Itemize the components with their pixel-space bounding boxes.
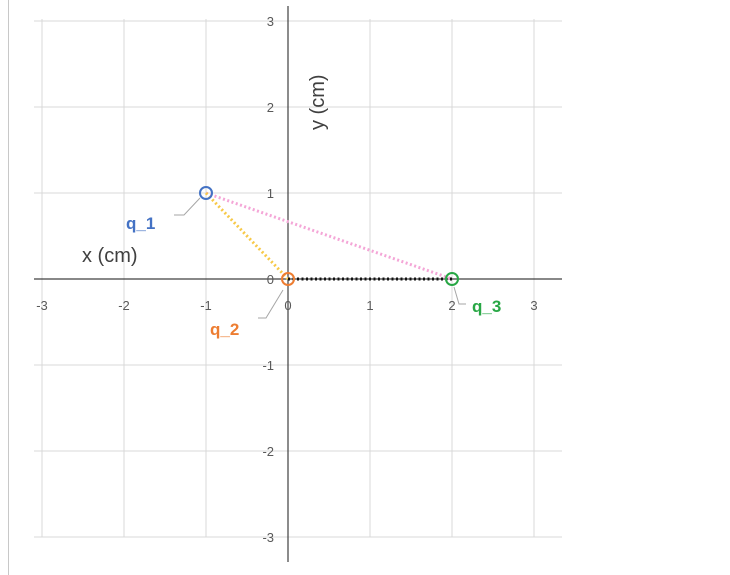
x-tick-label: 1 xyxy=(366,298,373,313)
x-tick-label: 0 xyxy=(284,298,291,313)
x-tick-label: -1 xyxy=(200,298,212,313)
label-q_2: q_2 xyxy=(210,320,239,339)
segment-q_1-q_2 xyxy=(204,191,290,281)
point-q_1 xyxy=(199,186,213,200)
point-q_3 xyxy=(445,272,459,286)
y-tick-label: -2 xyxy=(262,444,274,459)
data-points xyxy=(199,186,459,286)
axes xyxy=(34,6,562,562)
gridlines xyxy=(34,19,562,538)
y-tick-label: -3 xyxy=(262,530,274,545)
y-tick-label: 0 xyxy=(267,272,274,287)
leader-q_1 xyxy=(174,197,201,216)
left-border xyxy=(8,0,9,575)
x-tick-label: 2 xyxy=(448,298,455,313)
leader-q_3 xyxy=(453,286,466,305)
x-tick-label: -3 xyxy=(36,298,48,313)
label-leaders xyxy=(174,197,466,319)
y-axis-title: y (cm) xyxy=(307,74,329,130)
label-q_3: q_3 xyxy=(472,297,501,316)
point-labels: q_1 q_2 q_3 xyxy=(126,214,501,339)
segment-q_1-q_3 xyxy=(205,191,453,281)
connection-segments xyxy=(204,191,453,281)
label-q_1: q_1 xyxy=(126,214,155,233)
x-tick-label: 3 xyxy=(530,298,537,313)
point-q_2 xyxy=(281,272,295,286)
y-tick-label: 1 xyxy=(267,186,274,201)
tick-labels: -3 -2 -1 0 1 2 3 3 2 1 0 -1 -2 -3 xyxy=(36,14,537,545)
leader-q_2 xyxy=(258,289,284,319)
y-tick-label: -1 xyxy=(262,358,274,373)
y-tick-label: 3 xyxy=(267,14,274,29)
y-tick-label: 2 xyxy=(267,100,274,115)
x-axis-title: x (cm) xyxy=(82,245,138,267)
x-tick-label: -2 xyxy=(118,298,130,313)
